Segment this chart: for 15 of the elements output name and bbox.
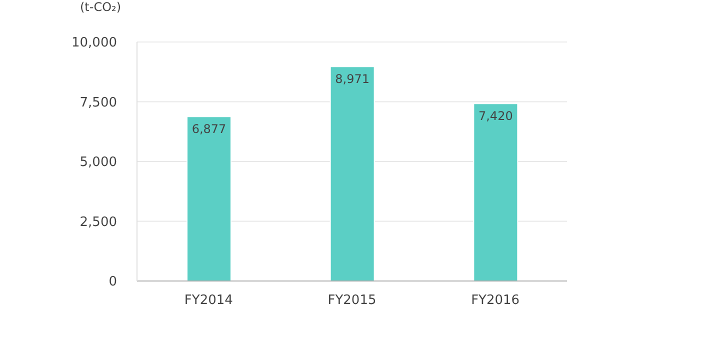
x-tick-label: FY2014 (184, 293, 233, 308)
x-tick-label: FY2015 (328, 293, 376, 308)
data-label: 6,877 (192, 122, 226, 136)
data-label: 7,420 (478, 109, 513, 124)
y-tick-label: 7,500 (80, 95, 117, 110)
y-axis-title: (t-CO₂) (80, 0, 122, 14)
bar (330, 66, 375, 281)
bar (473, 103, 518, 281)
data-label: 8,971 (335, 72, 370, 86)
y-tick-label: 2,500 (80, 214, 117, 230)
y-tick-label: 0 (108, 274, 117, 290)
y-tick-label: 5,000 (80, 155, 117, 170)
bar (186, 116, 232, 281)
y-tick-label: 10,000 (72, 36, 117, 51)
x-tick-label: FY2016 (471, 293, 520, 308)
